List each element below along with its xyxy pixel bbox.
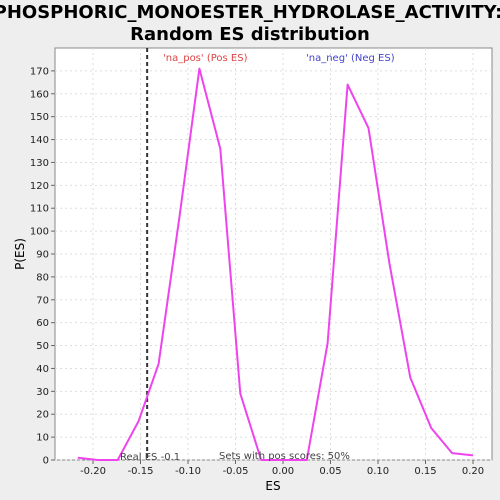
- y-tick-label: 90: [36, 250, 49, 261]
- y-tick-label: 70: [36, 295, 49, 306]
- x-tick-label: 0.05: [319, 466, 341, 477]
- x-tick-label: -0.10: [175, 466, 201, 477]
- x-tick-label: 0.15: [414, 466, 436, 477]
- y-tick-label: 170: [30, 66, 49, 77]
- y-tick-label: 50: [36, 341, 49, 352]
- y-tick-label: 10: [36, 433, 49, 444]
- x-tick-label: 0.10: [367, 466, 389, 477]
- y-tick-label: 150: [30, 112, 49, 123]
- es-distribution-line: [77, 67, 474, 461]
- x-tick-label: -0.15: [128, 466, 154, 477]
- y-tick-label: 0: [43, 456, 49, 467]
- x-tick-label: -0.05: [223, 466, 249, 477]
- y-tick-label: 120: [30, 181, 49, 192]
- y-tick-label: 130: [30, 158, 49, 169]
- y-axis-ticks: 0 10 20 30 40 50 60 70 80 90 100 110 120 130 140 150 160…: [30, 66, 55, 467]
- pos-scores-footer: Sets with pos scores: 50%: [219, 451, 350, 462]
- x-tick-label: 0.20: [462, 466, 484, 477]
- x-tick-label: -0.20: [80, 466, 106, 477]
- x-tick-label: 0.00: [272, 466, 294, 477]
- y-tick-label: 30: [36, 387, 49, 398]
- x-axis-label: ES: [265, 479, 280, 493]
- y-tick-label: 100: [30, 227, 49, 238]
- y-axis-label: P(ES): [13, 238, 27, 270]
- y-tick-label: 110: [30, 204, 49, 215]
- neg-es-label: 'na_neg' (Neg ES): [306, 53, 395, 64]
- real-es-label: Real ES -0.1: [120, 452, 180, 463]
- chart-title-line-2: Random ES distribution: [130, 24, 370, 45]
- chart-title-line-1: PHOSPHORIC_MONOESTER_HYDROLASE_ACTIVITY:: [0, 2, 500, 23]
- y-tick-label: 40: [36, 364, 49, 375]
- y-tick-label: 20: [36, 410, 49, 421]
- y-tick-label: 140: [30, 135, 49, 146]
- y-tick-label: 80: [36, 272, 49, 283]
- y-tick-label: 160: [30, 89, 49, 100]
- y-tick-label: 60: [36, 318, 49, 329]
- plot-area: [54, 47, 493, 461]
- pos-es-label: 'na_pos' (Pos ES): [163, 53, 248, 64]
- grid-lines: [55, 48, 492, 461]
- x-axis-ticks: -0.20 -0.15 -0.10 -0.05 0.00 0.05 0.10 0.15 0.20: [80, 460, 484, 477]
